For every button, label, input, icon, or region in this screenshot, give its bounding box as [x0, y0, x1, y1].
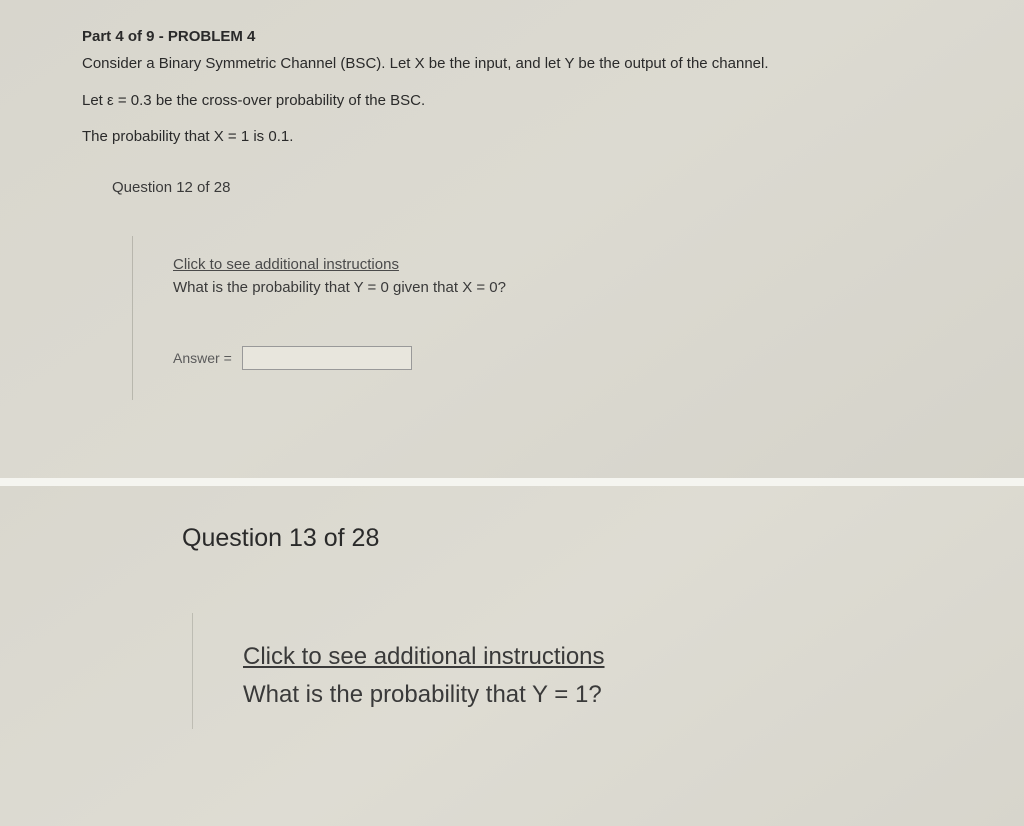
question-panel-12: Part 4 of 9 - PROBLEM 4 Consider a Binar… [0, 0, 1024, 478]
question-text: What is the probability that Y = 1? [243, 681, 992, 709]
question-number: Question 12 of 28 [112, 179, 992, 196]
instructions-link[interactable]: Click to see additional instructions [243, 643, 605, 671]
question-area: Click to see additional instructions Wha… [132, 236, 992, 400]
question-number: Question 13 of 28 [182, 524, 992, 553]
answer-input[interactable] [242, 346, 412, 370]
prompt-line: The probability that X = 1 is 0.1. [82, 126, 992, 149]
part-header: Part 4 of 9 - PROBLEM 4 [82, 28, 992, 45]
prompt-line: Consider a Binary Symmetric Channel (BSC… [82, 53, 992, 76]
answer-row: Answer = [173, 346, 992, 370]
question-text: What is the probability that Y = 0 given… [173, 279, 992, 296]
question-area: Click to see additional instructions Wha… [192, 613, 992, 729]
instructions-link[interactable]: Click to see additional instructions [173, 256, 399, 273]
question-panel-13: Question 13 of 28 Click to see additiona… [0, 486, 1024, 826]
answer-label: Answer = [173, 350, 232, 366]
prompt-line: Let ε = 0.3 be the cross-over probabilit… [82, 90, 992, 113]
